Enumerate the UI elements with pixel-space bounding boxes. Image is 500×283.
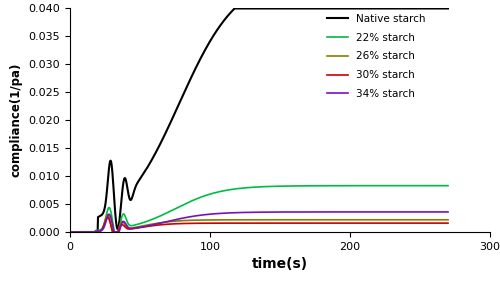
30% starch [105,216,111,219]
26% starch [106,215,112,218]
34% starch [106,213,112,216]
22% starch [368,184,374,187]
22% starch [67,230,73,234]
22% starch [106,206,112,209]
34% starch [326,210,332,214]
30% starch [327,221,333,225]
22% starch [362,184,368,187]
26% starch [105,213,111,216]
Native starch [234,7,240,10]
X-axis label: time(s): time(s) [252,257,308,271]
Native starch [369,7,375,10]
26% starch [445,218,451,222]
Legend: Native starch, 22% starch, 26% starch, 30% starch, 34% starch: Native starch, 22% starch, 26% starch, 3… [327,14,426,99]
Line: 34% starch: 34% starch [70,212,448,232]
30% starch [67,230,73,234]
Line: 22% starch: 22% starch [70,186,448,232]
26% starch [234,218,240,222]
Line: 26% starch: 26% starch [70,215,448,232]
26% starch [67,230,73,234]
Native starch [106,171,112,174]
26% starch [362,218,368,222]
30% starch [106,217,112,221]
Native starch [362,7,368,10]
Line: 30% starch: 30% starch [70,218,448,232]
22% starch [326,184,332,187]
30% starch [220,221,226,225]
Native starch [67,230,73,234]
30% starch [362,221,368,225]
34% starch [220,211,226,215]
26% starch [327,218,333,222]
22% starch [234,187,239,190]
Y-axis label: compliance(1/pa): compliance(1/pa) [10,63,23,177]
22% starch [220,189,226,193]
Native starch [232,7,237,10]
Native starch [220,20,226,24]
34% starch [234,211,239,214]
34% starch [362,210,368,214]
30% starch [445,221,451,225]
Line: Native starch: Native starch [70,8,448,232]
26% starch [220,218,226,222]
34% starch [445,210,451,214]
34% starch [67,230,73,234]
Native starch [445,7,451,10]
30% starch [234,221,240,225]
26% starch [369,218,375,222]
30% starch [369,221,375,225]
22% starch [445,184,451,187]
Native starch [327,7,333,10]
34% starch [368,210,374,214]
